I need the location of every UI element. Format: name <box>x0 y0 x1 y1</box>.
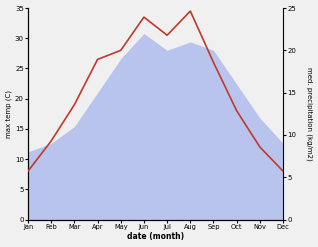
Y-axis label: med. precipitation (kg/m2): med. precipitation (kg/m2) <box>306 67 313 161</box>
X-axis label: date (month): date (month) <box>127 232 184 242</box>
Y-axis label: max temp (C): max temp (C) <box>5 90 12 138</box>
